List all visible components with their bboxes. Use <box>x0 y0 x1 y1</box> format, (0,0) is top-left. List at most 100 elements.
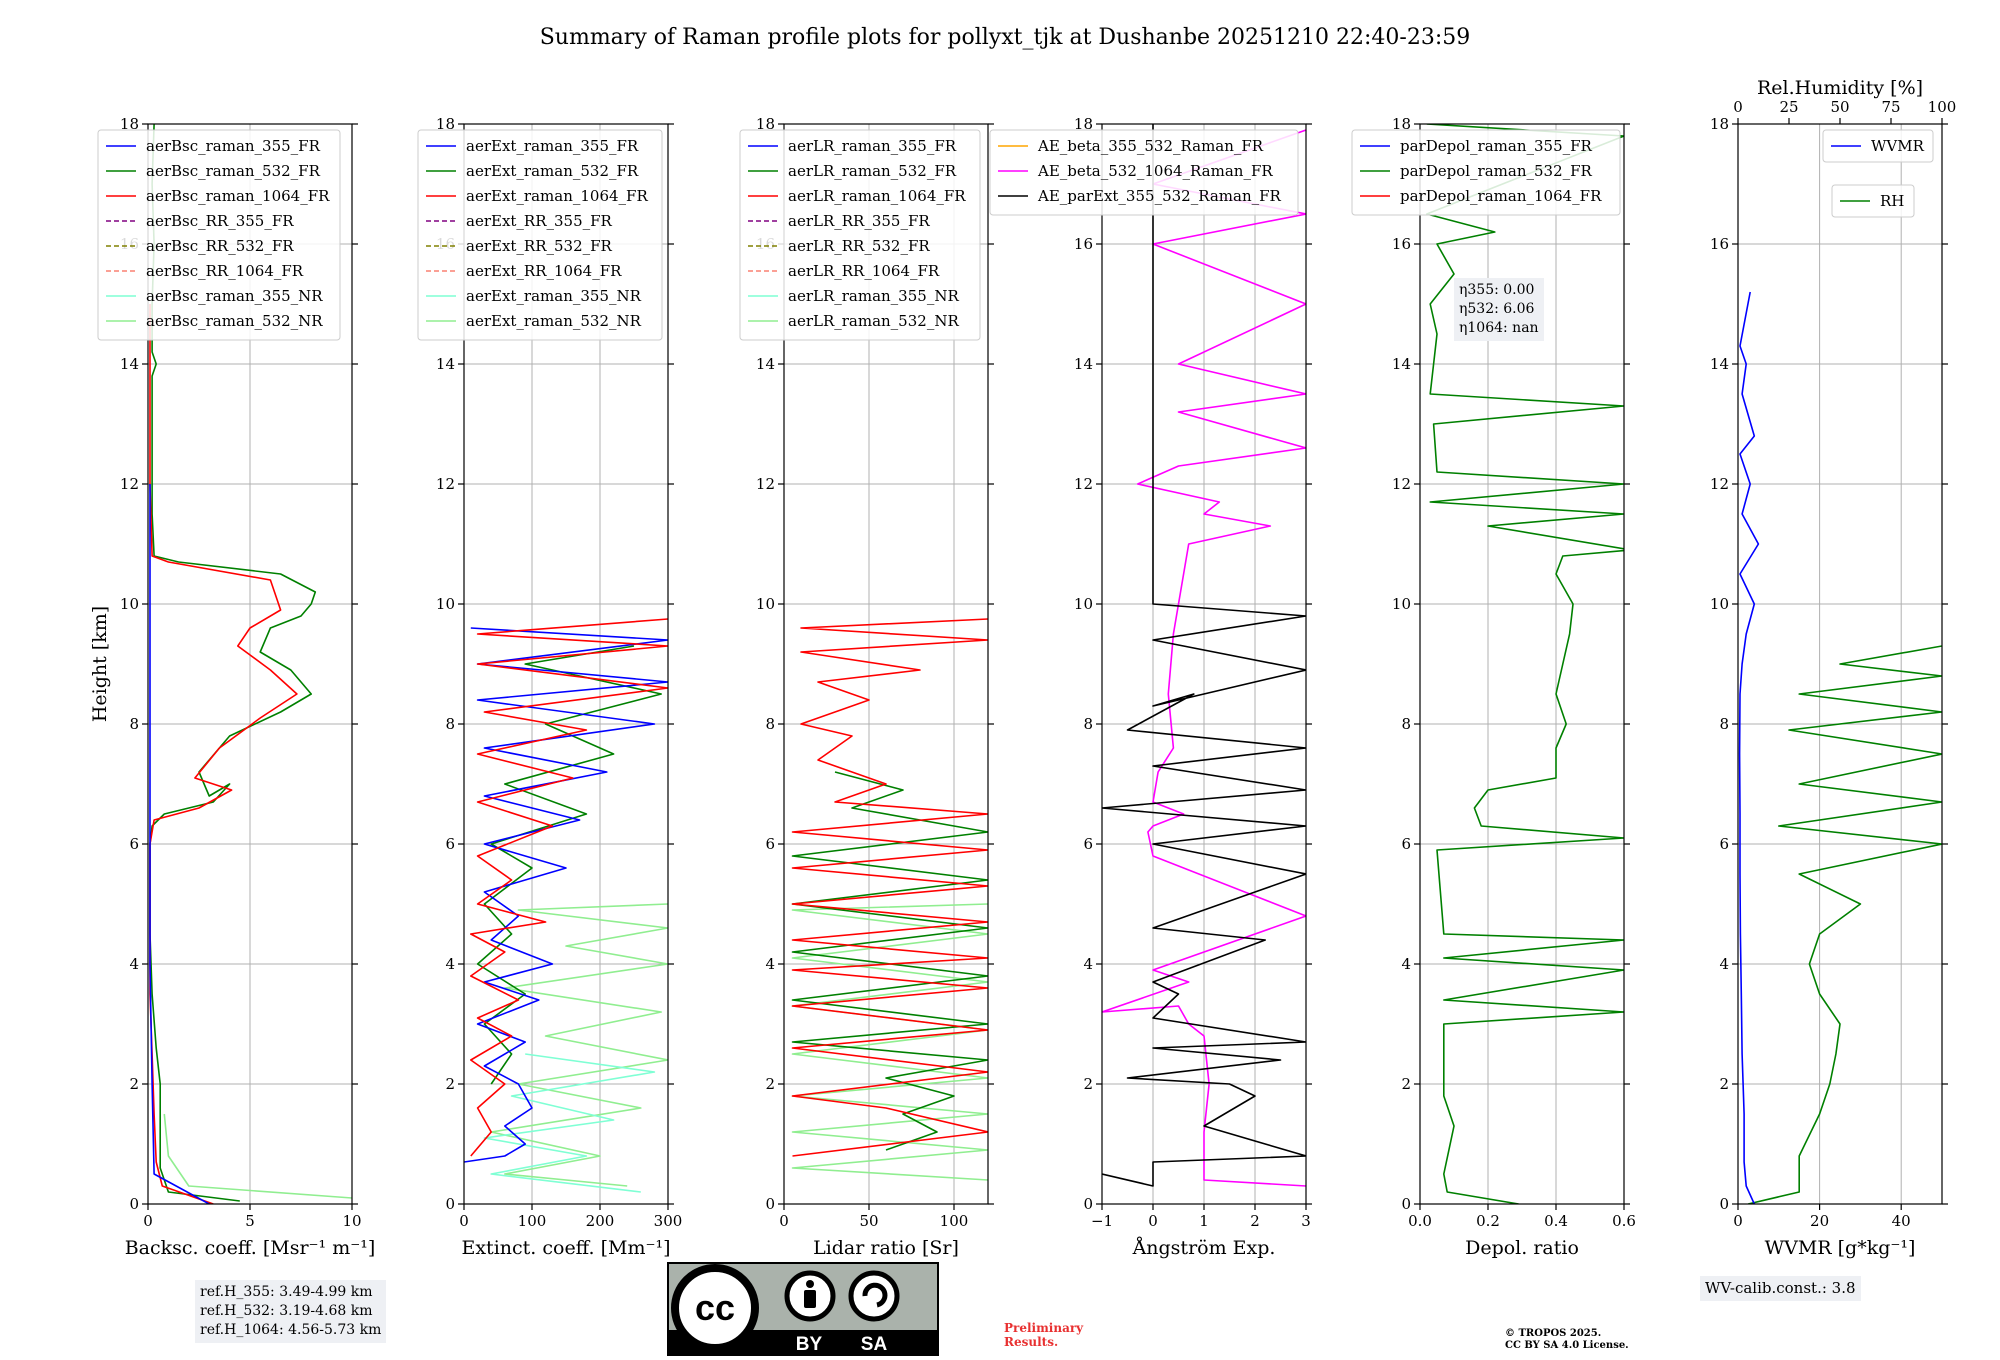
x-tick-label: 100 <box>518 1212 547 1230</box>
y-tick-label: 4 <box>765 955 775 973</box>
legend-label: parDepol_raman_1064_FR <box>1400 187 1602 205</box>
x-tick-label: 100 <box>940 1212 969 1230</box>
x2-tick-label: 0 <box>1733 98 1743 116</box>
ref-height-532: ref.H_532: 3.19-4.68 km <box>200 1303 373 1319</box>
y-tick-label: 8 <box>445 715 455 733</box>
y-tick-label: 8 <box>1401 715 1411 733</box>
x-axis-label: Ångström Exp. <box>1132 1237 1276 1259</box>
panel-ext: 0246810121416180100200300Extinct. coeff.… <box>417 115 683 1259</box>
y-tick-label: 2 <box>129 1075 139 1093</box>
cc-logo-text: cc <box>695 1287 735 1328</box>
axes-frame <box>463 123 669 1205</box>
y-tick-label: 2 <box>765 1075 775 1093</box>
legend-label: aerExt_raman_355_NR <box>466 287 642 305</box>
y-tick-label: 12 <box>1074 475 1093 493</box>
copyright-line-1: © TROPOS 2025. <box>1505 1328 1602 1339</box>
y-tick-label: 12 <box>756 475 775 493</box>
series-aerExt_raman_532_NR <box>490 903 668 1187</box>
y-tick-label: 2 <box>1401 1075 1411 1093</box>
y-tick-label: 16 <box>1392 235 1411 253</box>
legend-label: parDepol_raman_355_FR <box>1400 137 1593 155</box>
legend-label: aerExt_raman_1064_FR <box>466 187 648 205</box>
series-aerLR_raman_1064_FR <box>791 618 988 1157</box>
y-tick-label: 6 <box>765 835 775 853</box>
legend-label: AE_parExt_355_532_Raman_FR <box>1037 187 1282 205</box>
y-tick-label: 14 <box>1074 355 1093 373</box>
legend-label: aerExt_RR_532_FR <box>466 237 613 255</box>
legend-label: aerBsc_raman_532_NR <box>146 312 323 330</box>
y-tick-label: 18 <box>1710 115 1729 133</box>
legend-label: aerLR_raman_532_NR <box>788 312 959 330</box>
legend-label: aerLR_RR_532_FR <box>788 237 930 255</box>
series-aerBsc_raman_355_FR <box>149 484 210 1204</box>
series-group <box>1102 124 1306 1187</box>
legend-box: aerLR_raman_355_FR aerLR_raman_532_FR aerL… <box>739 129 981 341</box>
axes-frame <box>783 123 989 1205</box>
series-aerExt_raman_532_FR <box>476 645 663 1085</box>
y-tick-label: 10 <box>1710 595 1729 613</box>
y-tick-label: 0 <box>1719 1195 1729 1213</box>
y-tick-label: 10 <box>1074 595 1093 613</box>
legend-label: aerExt_RR_1064_FR <box>466 262 622 280</box>
panel-bsc: 0246810121416180510Backsc. coeff. [Msr⁻¹… <box>89 115 375 1259</box>
y-tick-label: 6 <box>1719 835 1729 853</box>
x-tick-label: 50 <box>859 1212 878 1230</box>
y-tick-label: 10 <box>120 595 139 613</box>
y-tick-label: 2 <box>1083 1075 1093 1093</box>
badge-sa-text: SA <box>861 1334 888 1355</box>
attribution-icon-body <box>804 1290 816 1308</box>
series-aerLR_raman_532_FR <box>791 771 988 1151</box>
series-parDepol_raman_532_FR <box>1426 124 1624 1204</box>
y-tick-label: 8 <box>1083 715 1093 733</box>
x-tick-label: 2 <box>1250 1212 1260 1230</box>
legend-box: WVMR <box>1822 129 1934 163</box>
legend-label: aerBsc_raman_532_FR <box>146 162 321 180</box>
y-tick-label: 18 <box>120 115 139 133</box>
series-aerBsc_raman_532_FR <box>149 124 317 1202</box>
legend-frame <box>1831 184 1915 218</box>
preliminary-line-2: Results. <box>1004 1335 1059 1349</box>
legend-label: aerBsc_RR_355_FR <box>146 212 294 230</box>
x-tick-label: 300 <box>654 1212 683 1230</box>
series-group <box>1738 291 1942 1204</box>
y-tick-label: 14 <box>1710 355 1729 373</box>
series-aerExt_raman_355_NR <box>483 1053 656 1193</box>
x-axis-label: Extinct. coeff. [Mm⁻¹] <box>461 1237 670 1259</box>
cc-by-sa-license-badge: cc BY SA <box>667 1262 939 1356</box>
series-WVMR <box>1738 291 1760 1204</box>
y-tick-label: 16 <box>1074 235 1093 253</box>
x-tick-label: 0 <box>459 1212 469 1230</box>
legend-frame <box>97 129 341 341</box>
wv-calibration-box: WV-calib.const.: 3.8 <box>1700 1276 1861 1301</box>
series-RH <box>1748 645 1942 1204</box>
x-tick-label: 0 <box>143 1212 153 1230</box>
eta-1064: η1064: nan <box>1459 320 1539 336</box>
legend-label: aerBsc_raman_355_FR <box>146 137 321 155</box>
legend-label: AE_beta_532_1064_Raman_FR <box>1037 162 1273 180</box>
y-tick-label: 14 <box>436 355 455 373</box>
y-tick-label: 0 <box>765 1195 775 1213</box>
y-tick-label: 8 <box>129 715 139 733</box>
x2-tick-label: 25 <box>1779 98 1798 116</box>
x-axis-label: Backsc. coeff. [Msr⁻¹ m⁻¹] <box>125 1237 376 1259</box>
y-tick-label: 4 <box>1719 955 1729 973</box>
x-axis-label: WVMR [g*kg⁻¹] <box>1765 1237 1916 1259</box>
preliminary-line-1: Preliminary <box>1004 1321 1084 1335</box>
y-tick-label: 6 <box>445 835 455 853</box>
legend-label: AE_beta_355_532_Raman_FR <box>1037 137 1264 155</box>
series-aerExt_raman_355_FR <box>464 627 668 1163</box>
y-tick-label: 18 <box>1392 115 1411 133</box>
y-tick-label: 14 <box>120 355 139 373</box>
y-tick-label: 16 <box>1710 235 1729 253</box>
y-tick-label: 2 <box>445 1075 455 1093</box>
copyright-line-2: CC BY SA 4.0 License. <box>1505 1340 1629 1351</box>
series-group <box>791 618 988 1181</box>
x-tick-label: 0.0 <box>1408 1212 1432 1230</box>
x-tick-label: 3 <box>1301 1212 1311 1230</box>
x-tick-label: 5 <box>245 1212 255 1230</box>
eta-532: η532: 6.06 <box>1459 301 1535 317</box>
y-tick-label: 18 <box>436 115 455 133</box>
